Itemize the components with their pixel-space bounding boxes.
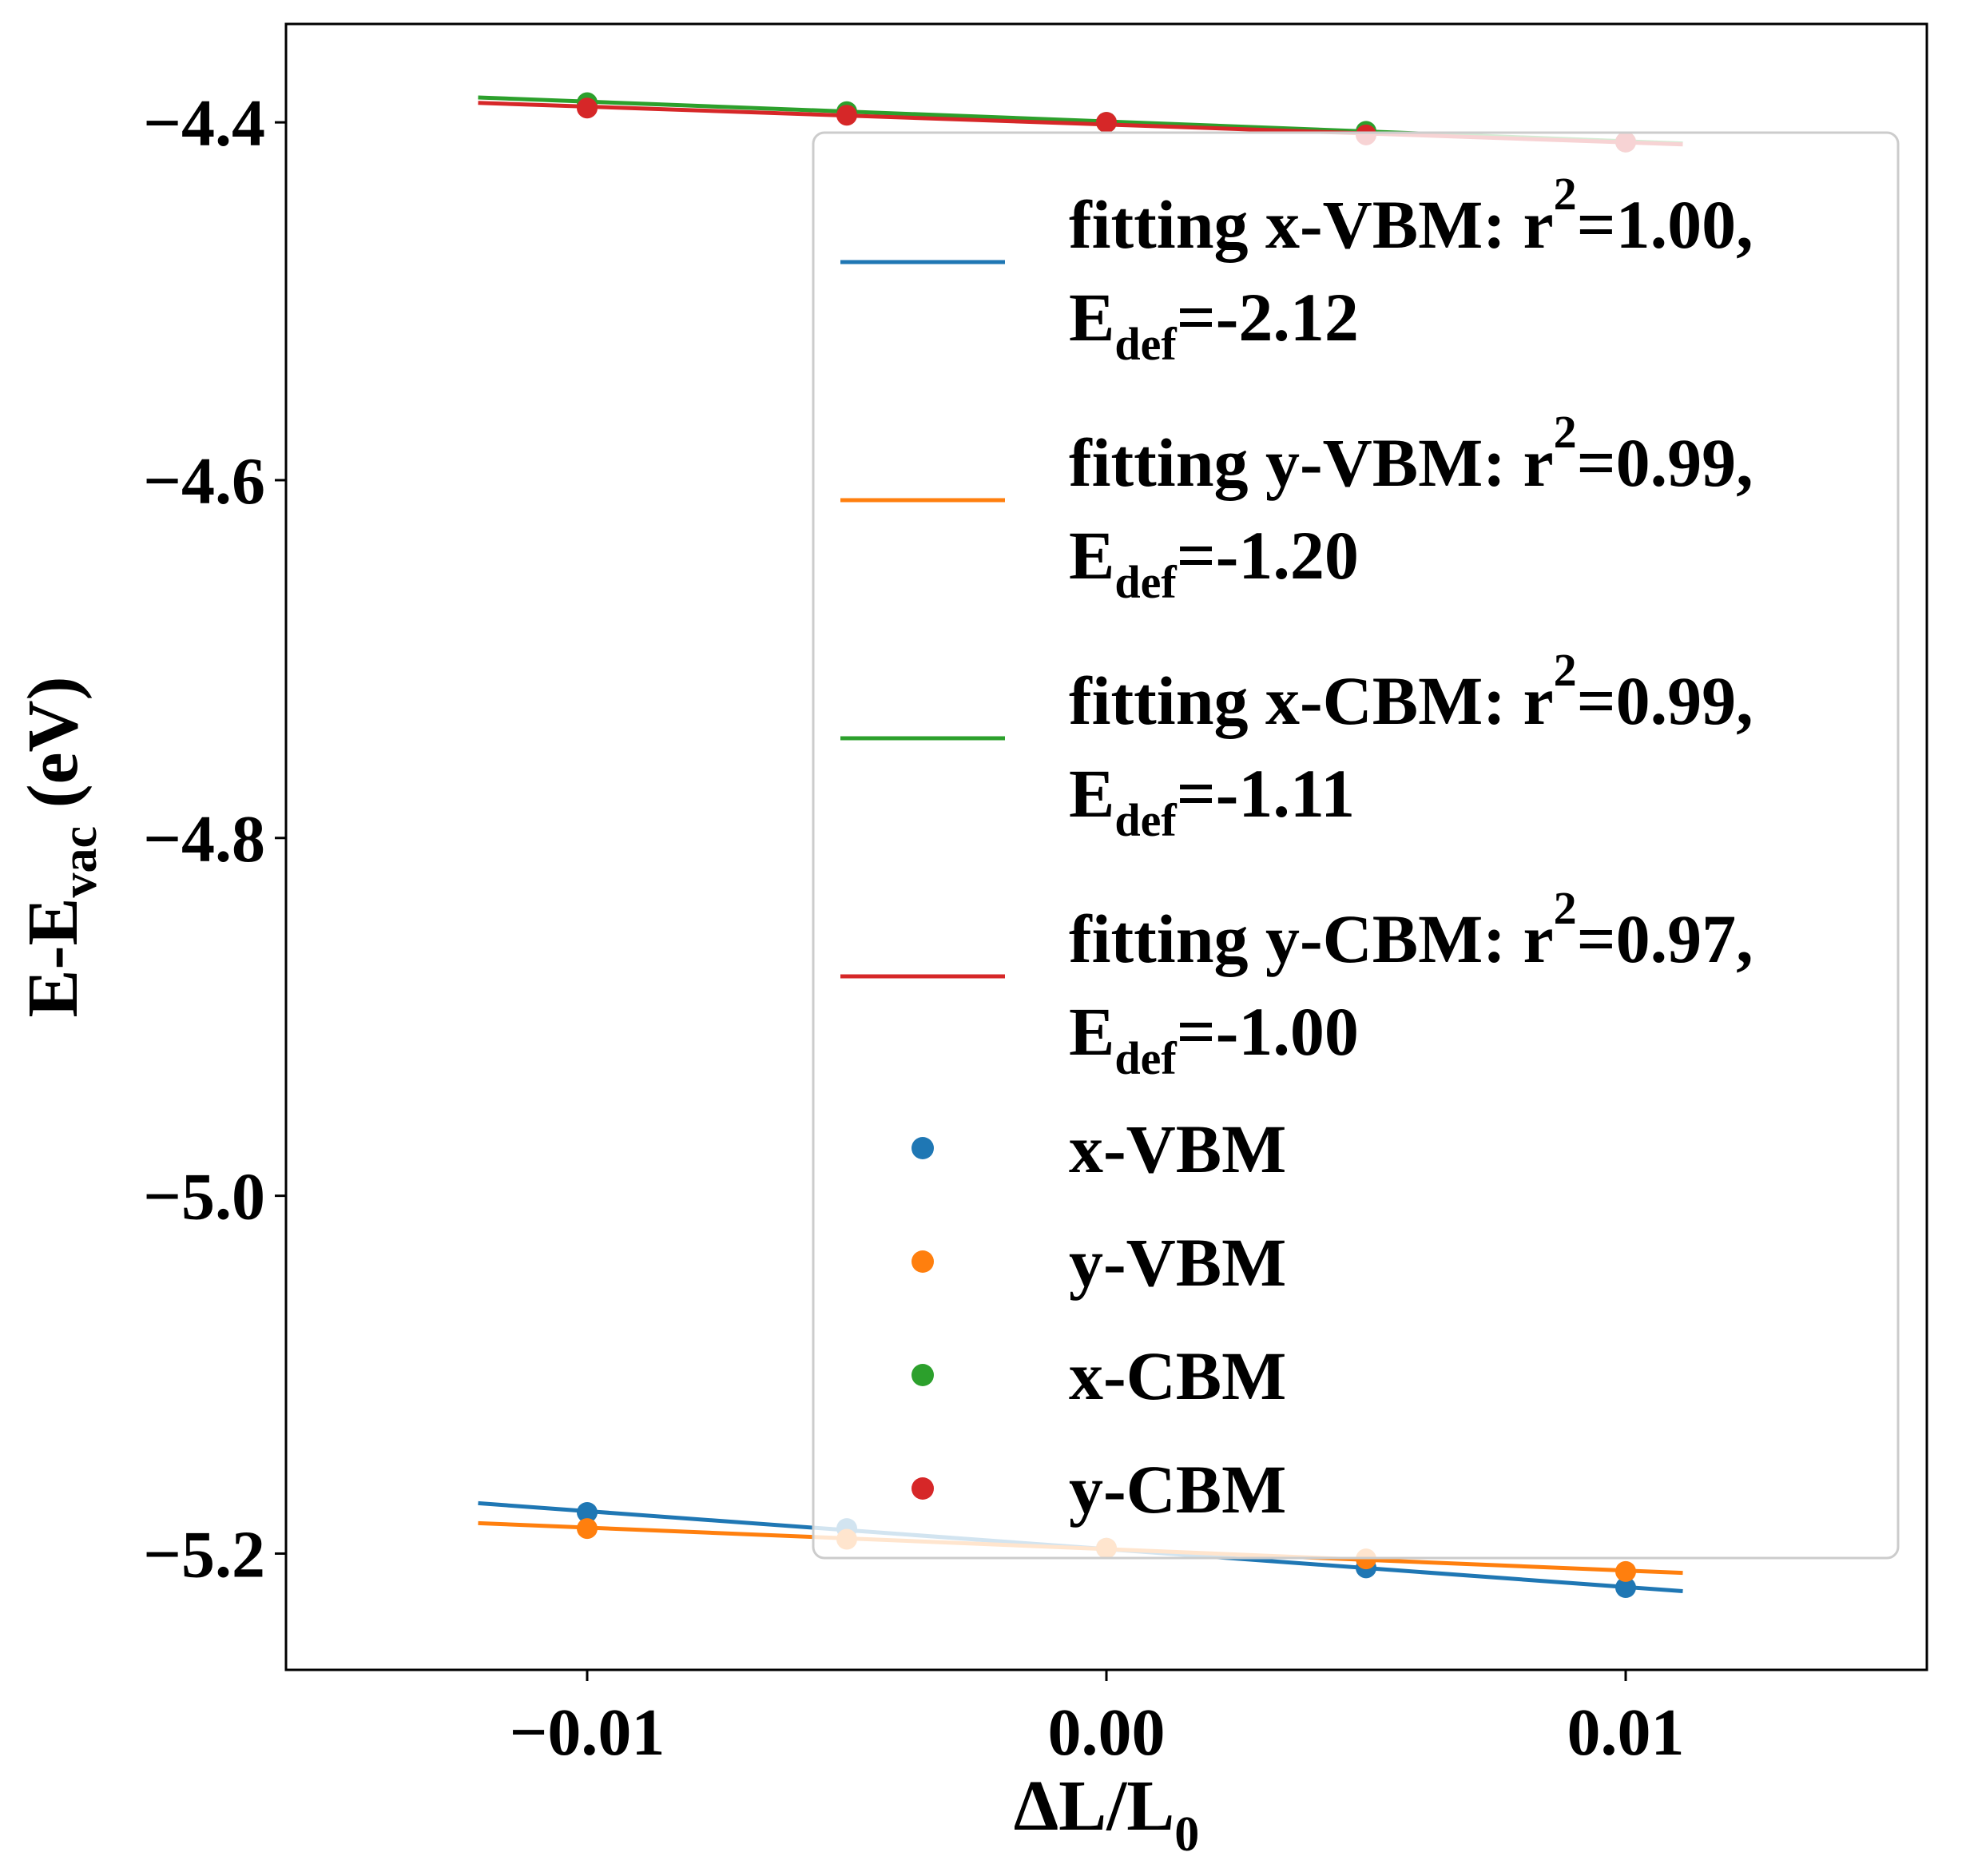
legend: fitting x-VBM: r2=1.00, Edef=-2.12 fitting… [812,131,1900,1560]
x-axis-ticks: −0.01 0.00 0.01 [510,1670,1685,1770]
data-point-y-CBM [1096,112,1117,133]
x-tick-label: 0.01 [1567,1695,1685,1770]
legend-marker-x-VBM [911,1137,934,1159]
legend-fit-label-line2: Edef=-2.12 [1069,279,1359,370]
data-point-x-VBM [577,1501,598,1523]
y-tick-label: −4.6 [143,444,265,519]
legend-fit-label-line2: Edef=-1.11 [1069,755,1355,846]
legend-fit-label-line1: fitting y-VBM: r2=0.99, [1069,406,1753,501]
legend-marker-x-CBM [911,1364,934,1386]
data-point-y-VBM [577,1518,598,1540]
legend-label-x-CBM: x-CBM [1069,1337,1286,1414]
y-tick-label: −5.2 [143,1517,265,1592]
x-axis-label: ΔL/L0 [1014,1767,1200,1862]
legend-fit-label-line2: Edef=-1.00 [1069,993,1359,1084]
y-tick-label: −4.8 [143,802,265,876]
legend-label-y-CBM: y-CBM [1069,1451,1286,1528]
y-axis-label: E-Evac (eV) [14,677,107,1018]
y-tick-label: −4.4 [143,86,265,161]
legend-label-x-VBM: x-VBM [1069,1111,1286,1187]
data-point-y-VBM [1615,1560,1636,1582]
legend-label-y-VBM: y-VBM [1069,1224,1286,1301]
legend-fit-label-line1: fitting y-CBM: r2=0.97, [1069,882,1753,977]
data-point-x-VBM [1615,1577,1636,1598]
y-axis-ticks: −4.4 −4.6 −4.8 −5.0 −5.2 [143,86,286,1592]
legend-fit-label-line1: fitting x-VBM: r2=1.00, [1069,168,1753,263]
x-tick-label: 0.00 [1048,1695,1166,1770]
x-tick-label: −0.01 [510,1695,665,1770]
data-point-y-CBM [577,97,598,119]
data-point-y-CBM [836,105,857,126]
legend-fit-label-line2: Edef=-1.20 [1069,517,1359,608]
legend-box [812,131,1900,1560]
legend-marker-y-VBM [911,1250,934,1273]
legend-fit-label-line1: fitting x-CBM: r2=0.99, [1069,644,1753,739]
y-tick-label: −5.0 [143,1160,265,1234]
legend-marker-y-CBM [911,1477,934,1500]
